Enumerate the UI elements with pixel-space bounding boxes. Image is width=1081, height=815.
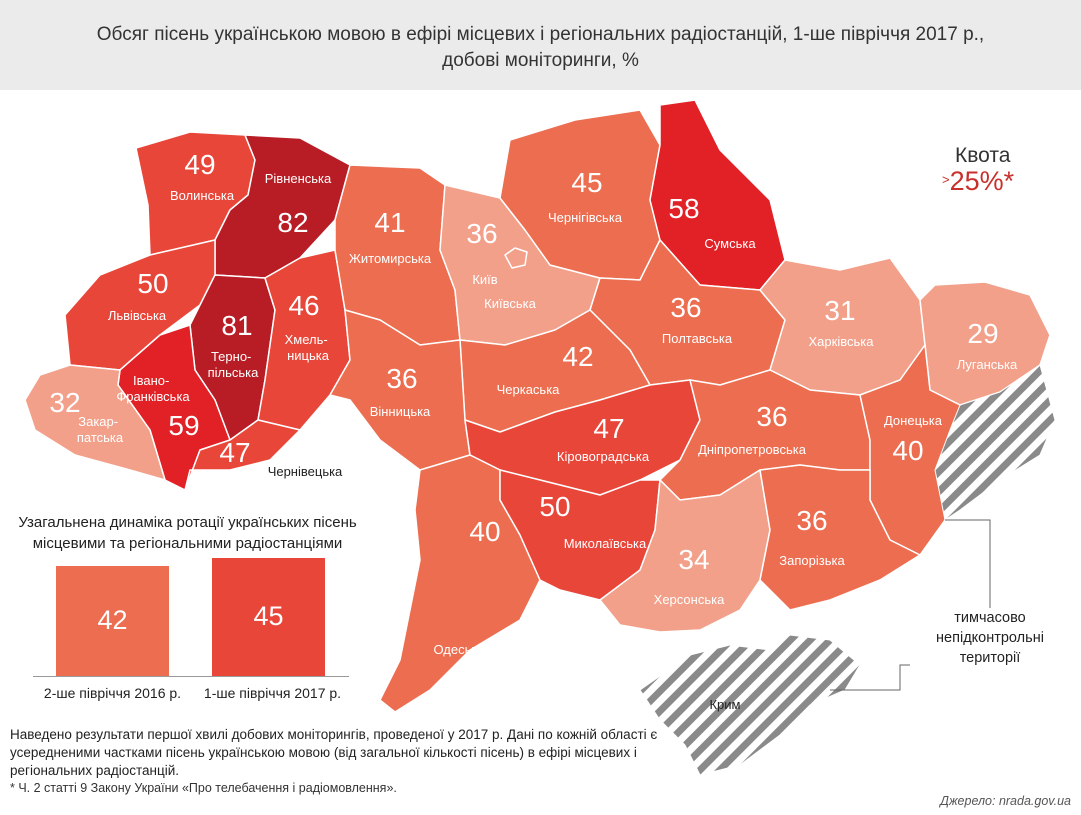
region-zakarpatska <box>24 364 166 481</box>
dynamics-label-2017: 1-ше півріччя 2017 р. <box>203 685 342 701</box>
label-ivano-frankivska-1: Івано- <box>133 373 169 388</box>
occupied-east <box>934 364 1056 521</box>
region-khersonska <box>599 469 771 633</box>
value-chernihivska: 45 <box>571 167 602 198</box>
value-volynska: 49 <box>184 149 215 180</box>
label-odeska: Одеська <box>433 642 485 657</box>
value-dnipropetrovska: 36 <box>756 401 787 432</box>
value-odeska: 40 <box>469 516 500 547</box>
label-donetska: Донецька <box>884 413 943 428</box>
label-zhytomyrska: Житомирська <box>349 251 432 266</box>
value-kyiv: 36 <box>466 218 497 249</box>
value-chernivetska: 47 <box>219 437 250 468</box>
dynamics-bar-2016: 42 <box>56 566 169 676</box>
label-lvivska: Львівська <box>108 308 167 323</box>
quota-prefix: > <box>942 172 950 187</box>
value-khmelnytska: 46 <box>288 290 319 321</box>
title-bar <box>0 0 1081 90</box>
label-dnipropetrovska: Дніпропетровська <box>698 442 807 457</box>
label-zaporizka: Запорізька <box>779 553 845 568</box>
label-kharkivska: Харківська <box>809 334 875 349</box>
value-kharkivska: 31 <box>824 295 855 326</box>
occupied-label: тимчасово непідконтрольні території <box>910 608 1070 668</box>
region-kyiv-city <box>504 247 528 269</box>
title-line-1: Обсяг пісень українською мовою в ефірі м… <box>96 24 985 45</box>
value-khersonska: 34 <box>678 544 709 575</box>
label-ivano-frankivska-2: Франківська <box>116 389 190 404</box>
label-kyivska: Київська <box>484 296 536 311</box>
dynamics-title: Узагальнена динаміка ротації українських… <box>18 514 357 552</box>
value-cherkaska: 42 <box>562 341 593 372</box>
value-vinnytska: 36 <box>386 363 417 394</box>
map-title: Обсяг пісень українською мовою в ефірі м… <box>0 22 1081 74</box>
dynamics-bar-2016-value: 42 <box>97 605 128 635</box>
quota-number: 25%* <box>949 166 1015 196</box>
occupied-crimea <box>639 634 861 776</box>
label-zakarpatska-2: патська <box>77 430 124 445</box>
label-kyiv: Київ <box>472 272 497 287</box>
value-luhanska: 29 <box>967 318 998 349</box>
label-rivnenska: Рівненська <box>265 171 332 186</box>
value-sumska: 58 <box>668 193 699 224</box>
label-khmelnytska-1: Хмель- <box>285 332 328 347</box>
label-cherkaska: Черкаська <box>497 382 561 397</box>
value-poltavska: 36 <box>670 292 701 323</box>
value-donetska: 40 <box>892 435 923 466</box>
label-chernivetska: Чернівецька <box>268 464 343 479</box>
value-mykolaivska: 50 <box>539 491 570 522</box>
label-khersonska: Херсонська <box>654 592 725 607</box>
region-kharkivska <box>759 257 926 396</box>
source: Джерело: nrada.gov.ua <box>940 794 1071 808</box>
dynamics-bar-2017: 45 <box>212 558 325 676</box>
value-ivano-frankivska: 59 <box>168 410 199 441</box>
value-zaporizka: 36 <box>796 505 827 536</box>
label-ternopilska: Терно- пільська <box>208 349 260 380</box>
region-zaporizka <box>759 464 921 611</box>
label-luhanska: Луганська <box>957 357 1018 372</box>
quota-label: Квота <box>955 144 1011 167</box>
label-kirovohradska: Кіровоградська <box>557 449 650 464</box>
dynamics-baseline <box>33 676 349 677</box>
value-rivnenska: 82 <box>277 207 308 238</box>
label-mykolaivska: Миколаївська <box>564 536 647 551</box>
quota-value: >25%* <box>942 166 1014 197</box>
label-vinnytska: Вінницька <box>370 404 431 419</box>
label-crimea: Крим <box>709 697 740 712</box>
label-ivano-frankivska: Івано- Франківська <box>116 373 190 404</box>
label-chernihivska: Чернігівська <box>548 210 623 225</box>
value-zakarpatska: 32 <box>49 387 80 418</box>
value-zhytomyrska: 41 <box>374 207 405 238</box>
label-ternopilska-2: пільська <box>208 365 260 380</box>
label-poltavska: Полтавська <box>662 331 733 346</box>
label-zakarpatska-1: Закар- <box>78 414 118 429</box>
region-chernivetska <box>184 419 301 491</box>
title-line-2: добові моніторинги, % <box>442 50 639 71</box>
occupied-leader-lines <box>830 519 991 691</box>
dynamics-label-2016: 2-ше півріччя 2016 р. <box>43 685 182 701</box>
label-khmelnytska-2: ницька <box>287 348 330 363</box>
dynamics-bar-2017-value: 45 <box>253 601 284 631</box>
methodology-note: Наведено результати першої хвилі добових… <box>10 727 658 778</box>
label-volynska: Волинська <box>170 188 235 203</box>
label-zakarpatska: Закар- патська <box>77 414 124 445</box>
value-kirovohradska: 47 <box>593 413 624 444</box>
label-ternopilska-1: Терно- <box>211 349 251 364</box>
label-sumska: Сумська <box>704 236 756 251</box>
footnote: * Ч. 2 статті 9 Закону України «Про теле… <box>10 781 397 795</box>
value-lvivska: 50 <box>137 268 168 299</box>
label-khmelnytska: Хмель- ницька <box>285 332 332 363</box>
value-ternopilska: 81 <box>221 310 252 341</box>
